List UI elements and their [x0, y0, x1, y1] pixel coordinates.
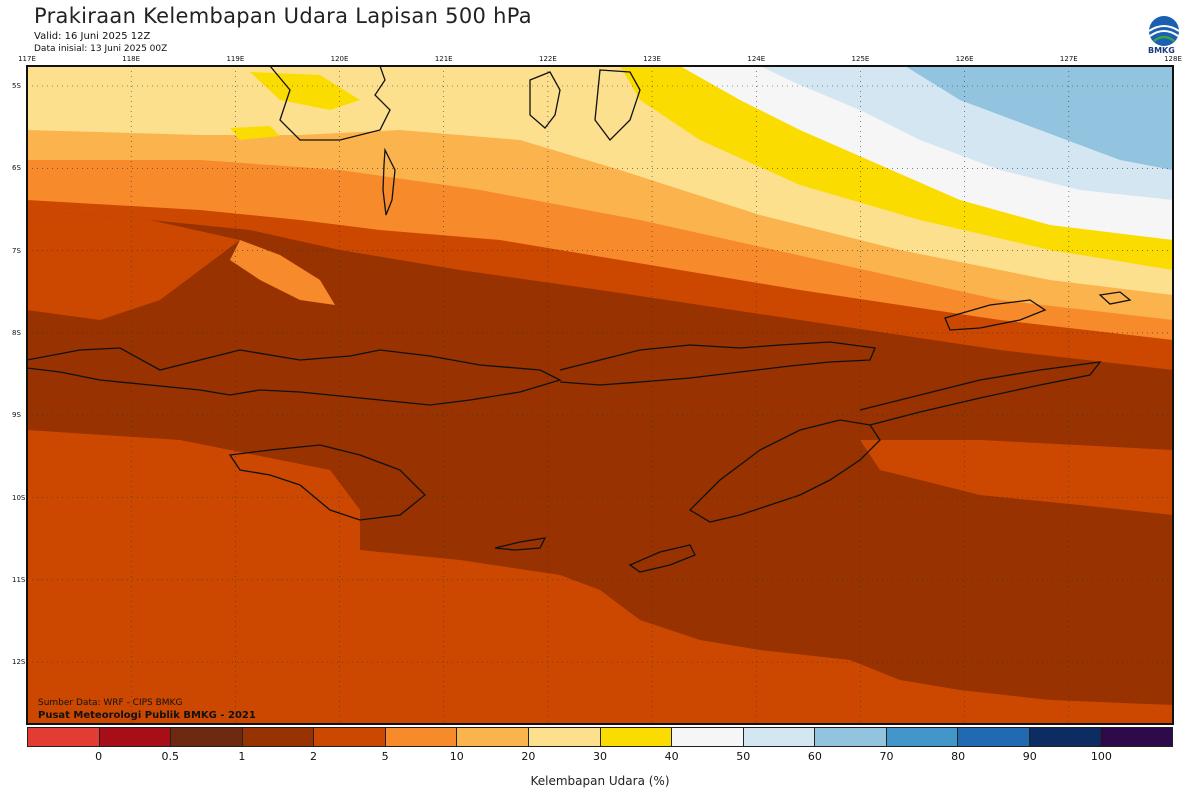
lon-label-118E: 118E [122, 55, 141, 63]
colorbar-tick: 30 [593, 750, 607, 763]
colorbar-tick: 0 [95, 750, 103, 763]
colorbar-swatch [815, 728, 887, 746]
band-20-30 [27, 66, 1173, 295]
colorbar-swatch [743, 728, 816, 746]
colorbar-swatch [1029, 728, 1102, 746]
selayar-coast [382, 147, 396, 216]
lon-label-128E: 128E [1164, 55, 1182, 63]
colorbar-swatch [600, 728, 673, 746]
lon-label-121E: 121E [434, 55, 453, 63]
lombok-sumbawa-coast [27, 347, 562, 406]
colorbar-swatch [242, 728, 315, 746]
lon-label-117E: 117E [18, 55, 36, 63]
colorbar-tick: 50 [736, 750, 751, 763]
lat-label-12S: 12S [12, 658, 26, 667]
colorbar-tick: 1 [238, 750, 246, 763]
lon-label-122E: 122E [539, 55, 557, 63]
colorbar-tick: 80 [951, 750, 966, 763]
lat-label-6S: 6S [12, 164, 21, 173]
coastlines [27, 66, 1132, 573]
data-source: Sumber Data: WRF - CIPS BMKG [38, 698, 183, 708]
lon-label-124E: 124E [747, 55, 766, 63]
lat-label-8S: 8S [12, 328, 21, 337]
colorbar-swatch [886, 728, 959, 746]
map-frame [26, 65, 1174, 725]
colorbar-swatch [171, 728, 243, 746]
colorbar-swatch [314, 728, 386, 746]
colorbar-swatch [1101, 728, 1172, 746]
valid-time: Valid: 16 Juni 2025 12Z [34, 31, 151, 42]
rote-coast [628, 544, 696, 573]
lon-label-120E: 120E [330, 55, 349, 63]
sulawesi-south-coast [269, 66, 391, 141]
init-time: Data inisial: 13 Juni 2025 00Z [34, 44, 168, 54]
colorbar-tick: 100 [1090, 750, 1112, 763]
band-2-5-east [860, 440, 1173, 515]
colorbar-tick: 20 [521, 750, 536, 763]
savu-coast [494, 537, 547, 551]
band-5-10 [27, 125, 1173, 340]
colorbar [27, 727, 1173, 747]
colorbar-swatch [672, 728, 744, 746]
colorbar-swatch [457, 728, 529, 746]
lat-label-11S: 11S [12, 575, 26, 584]
lon-label-127E: 127E [1059, 55, 1078, 63]
lat-label-9S: 9S [12, 411, 21, 420]
colorbar-tick: 5 [381, 750, 389, 763]
colorbar-tick: 70 [879, 750, 894, 763]
lon-label-126E: 126E [955, 55, 974, 63]
map-title: Prakiraan Kelembapan Udara Lapisan 500 h… [34, 4, 532, 28]
timor-leste-east-coast [859, 361, 1102, 426]
graticule [27, 66, 1173, 724]
bmkg-logo-icon [1148, 16, 1180, 46]
lat-label-10S: 10S [12, 493, 26, 502]
colorbar-swatch [28, 728, 100, 746]
band-30-40-west [250, 72, 360, 110]
colorbar-swatch [528, 728, 601, 746]
lon-label-119E: 119E [226, 55, 245, 63]
lon-label-123E: 123E [643, 55, 661, 63]
band-2-5-south [27, 430, 1173, 724]
producer-credit: Pusat Meteorologi Publik BMKG - 2021 [38, 710, 256, 721]
lat-label-5S: 5S [12, 82, 21, 90]
colorbar-tick: 60 [807, 750, 822, 763]
band-60-70 [905, 66, 1173, 170]
flores-coast [559, 341, 876, 386]
colorbar-tick: 10 [449, 750, 464, 763]
band-5-10-lobe [230, 240, 335, 305]
sumba-coast [228, 444, 426, 521]
colorbar-tick: 90 [1022, 750, 1037, 763]
band-10-20 [27, 100, 1173, 320]
band-2-5-west-lobe [27, 210, 240, 320]
buton-coast [529, 71, 561, 129]
colorbar-tick: 0.5 [161, 750, 180, 763]
colorbar-label: Kelembapan Udara (%) [530, 774, 670, 788]
colorbar-swatch [99, 728, 172, 746]
wetar-coast [944, 299, 1047, 331]
timor-coast [688, 419, 881, 523]
bmkg-logo-text: BMKG [1148, 46, 1175, 55]
kabaena-coast [594, 69, 641, 141]
colorbar-tick: 40 [664, 750, 679, 763]
colorbar-tick: 2 [310, 750, 317, 763]
band-30-40-islet [230, 126, 280, 140]
alor-coast [1098, 291, 1132, 305]
lon-label-125E: 125E [851, 55, 870, 63]
colorbar-swatch [385, 728, 458, 746]
colorbar-swatch [958, 728, 1030, 746]
lat-label-7S: 7S [12, 246, 21, 255]
